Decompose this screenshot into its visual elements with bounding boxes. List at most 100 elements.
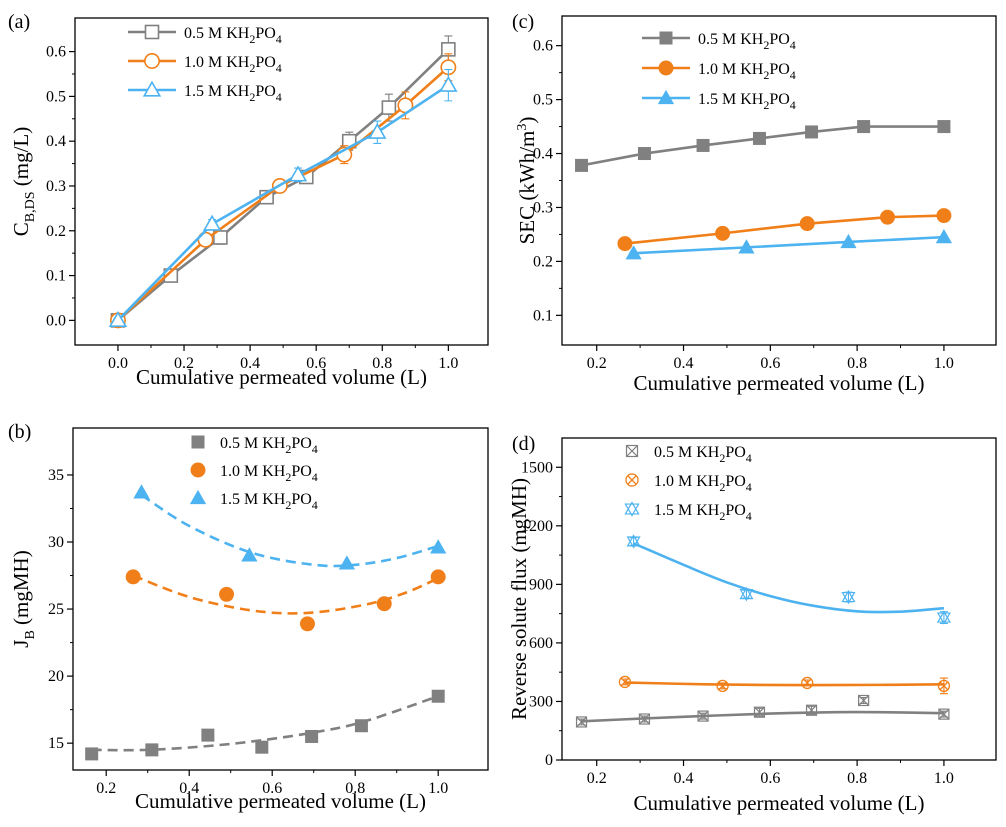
legend-label: 0.5 M KH2PO4 — [698, 31, 796, 52]
data-point — [637, 147, 651, 161]
series-fit-curve — [140, 493, 439, 568]
chart-panel-c: (c)0.2 0.4 0.6 0.8 1.00.10.20.30.40.50.6Cumu… — [512, 11, 997, 395]
data-point — [696, 138, 710, 152]
legend-label-pre: 1.0 M KH — [654, 473, 720, 490]
y-axis-label: JB (mgMH) — [9, 550, 38, 647]
legend-label-sub: 4 — [790, 98, 796, 112]
x-tick-label: 0.8 — [847, 770, 867, 787]
series-fit-curve — [581, 710, 944, 723]
y-tick-label: 0.0 — [46, 312, 66, 329]
legend-label: 1.5 M KH2PO4 — [184, 83, 282, 104]
legend-marker — [659, 31, 673, 45]
panel-label: (c) — [512, 11, 534, 33]
data-point — [936, 208, 952, 224]
y-tick-label: 900 — [529, 576, 553, 593]
y-axis-label-unit: (mgMH) — [9, 550, 33, 630]
y-axis-label: SEC (kWh/m3) — [515, 117, 539, 245]
x-tick-label: 0.6 — [306, 355, 326, 372]
data-point — [739, 586, 754, 602]
legend-label-sub: 4 — [312, 470, 318, 484]
data-point — [85, 747, 99, 761]
x-tick-label: 0.6 — [760, 770, 780, 787]
legend-label-sub: 4 — [312, 498, 318, 512]
data-point — [300, 616, 315, 632]
legend-item-2: 1.0 M KH2PO4 — [625, 473, 752, 494]
legend-item-1: 0.5 M KH2PO4 — [128, 24, 282, 46]
series-fit-curve — [624, 681, 944, 687]
data-point — [125, 569, 141, 585]
legend-label-mid: PO — [291, 463, 311, 480]
y-axis-label-sub: B — [23, 630, 38, 639]
legend-label-sub: 2 — [249, 32, 255, 46]
legend-label-pre: 0.5 M KH — [698, 31, 764, 48]
legend-label: 1.5 M KH2PO4 — [698, 91, 796, 112]
legend-label-sub: 2 — [763, 68, 769, 82]
legend-marker — [625, 444, 639, 458]
data-point — [638, 713, 651, 725]
y-tick-label: 0.4 — [533, 146, 553, 163]
series-1 — [575, 120, 951, 172]
legend-label-sub: 2 — [719, 451, 725, 465]
legend-label-sub: 2 — [719, 509, 725, 523]
legend-item-3: 1.5 M KH2PO4 — [128, 80, 282, 104]
legend-label-sub: 4 — [790, 38, 796, 52]
legend-label-sub: 4 — [276, 90, 282, 104]
legend-label-pre: 1.5 M KH — [220, 491, 286, 508]
legend-label-sub: 2 — [249, 61, 255, 75]
y-tick-label: 1200 — [521, 518, 553, 535]
x-tick-label: 0.4 — [674, 770, 694, 787]
data-point — [840, 233, 857, 249]
legend-label-sub: 2 — [285, 442, 291, 456]
series-2 — [110, 53, 457, 329]
x-tick-label: 0.4 — [179, 780, 199, 797]
legend-label: 1.5 M KH2PO4 — [654, 502, 752, 523]
panel-label: (b) — [8, 421, 31, 443]
y-axis-label-unit: (mg/L) — [9, 127, 33, 192]
legend-label-mid: PO — [291, 435, 311, 452]
y-tick-label: 0.2 — [46, 223, 66, 240]
x-axis-label: Cumulative permeated volume (L) — [135, 789, 426, 813]
data-point — [255, 740, 269, 754]
data-point — [801, 676, 814, 690]
x-tick-label: 0.2 — [587, 355, 607, 372]
legend-label-sub: 2 — [763, 98, 769, 112]
legend-label-sub: 2 — [763, 38, 769, 52]
data-point — [715, 225, 731, 241]
x-tick-label: 0.4 — [674, 355, 694, 372]
legend-marker — [144, 24, 160, 40]
data-point — [133, 484, 150, 499]
x-tick-label: 0.4 — [240, 355, 260, 372]
series-1 — [85, 689, 445, 761]
series-3 — [625, 229, 953, 260]
y-tick-label: 20 — [48, 668, 64, 685]
series-3 — [108, 68, 458, 328]
data-point — [858, 694, 870, 707]
data-point — [145, 743, 159, 757]
x-tick-label: 1.0 — [428, 780, 448, 797]
data-point — [738, 239, 755, 254]
data-point — [625, 245, 642, 260]
data-point — [376, 596, 392, 612]
x-tick-label: 0.6 — [760, 355, 780, 372]
legend-label-sub: 2 — [285, 470, 291, 484]
y-tick-label: 0.6 — [533, 38, 553, 55]
x-tick-label: 0.8 — [345, 780, 365, 797]
y-tick-label: 25 — [48, 601, 64, 618]
y-axis-label-main: C — [9, 222, 33, 236]
data-point — [219, 586, 235, 602]
legend-item-2: 1.0 M KH2PO4 — [190, 462, 318, 484]
chart-panel-d: (d) 0.2 0.4 0.6 0.8 1.0 0 300 600 900 1200 1500 Cumu… — [507, 433, 997, 815]
series-3 — [626, 534, 951, 625]
legend-label-mid: PO — [769, 91, 789, 108]
data-point — [354, 719, 368, 733]
legend-marker — [189, 489, 207, 505]
data-point — [202, 214, 222, 231]
legend-label-sub: 4 — [746, 509, 752, 523]
x-tick-label: 1.0 — [934, 770, 954, 787]
legend-item-1: 0.5 M KH2PO4 — [642, 31, 796, 52]
legend-label-sub: 2 — [249, 90, 255, 104]
legend-marker — [142, 80, 162, 97]
data-point — [431, 689, 445, 703]
panel-label: (a) — [8, 11, 30, 33]
legend-marker — [190, 462, 206, 478]
